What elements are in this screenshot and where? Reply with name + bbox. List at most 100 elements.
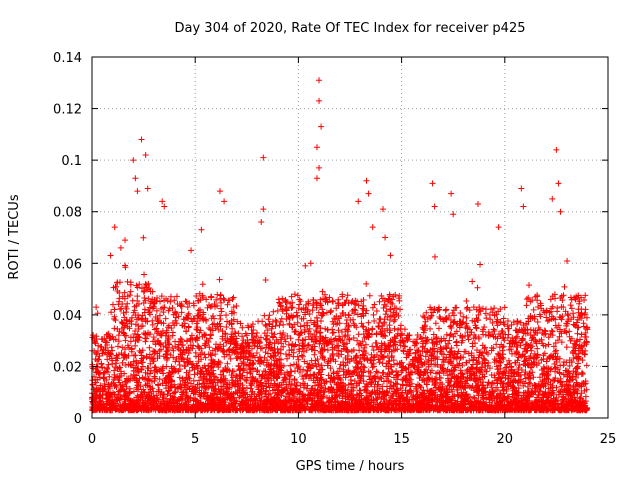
data-point (112, 402, 119, 409)
data-point (140, 288, 147, 295)
data-point (133, 282, 140, 289)
data-point (291, 291, 298, 298)
data-point (280, 343, 287, 350)
data-point (310, 296, 317, 303)
data-point (107, 334, 114, 341)
data-point (244, 356, 251, 363)
data-point (168, 325, 175, 332)
data-point (366, 292, 373, 299)
data-point (292, 368, 299, 375)
data-point (220, 295, 227, 302)
data-point (104, 331, 111, 338)
data-point (309, 307, 316, 314)
data-point (331, 389, 338, 396)
data-point (133, 379, 140, 386)
data-point (264, 327, 271, 334)
data-point (160, 364, 167, 371)
data-point (240, 358, 247, 365)
data-point (230, 304, 237, 311)
data-point (102, 339, 109, 346)
data-point (198, 345, 205, 352)
data-point (190, 377, 197, 384)
data-point (376, 298, 383, 305)
data-point (115, 388, 122, 395)
data-point (92, 356, 99, 363)
data-point (319, 288, 326, 295)
data-point (294, 389, 301, 396)
data-point (228, 331, 235, 338)
data-point (137, 357, 144, 364)
data-point (320, 310, 327, 317)
data-point (323, 309, 330, 316)
data-point (442, 307, 449, 314)
data-point (359, 323, 366, 330)
data-point (185, 310, 192, 317)
data-point (395, 326, 402, 333)
data-point (253, 368, 260, 375)
data-point (147, 370, 154, 377)
data-point (103, 376, 110, 383)
data-point (256, 371, 263, 378)
data-point (254, 384, 261, 391)
data-point (305, 375, 312, 382)
data-point (227, 355, 234, 362)
data-point (136, 281, 143, 288)
data-point (272, 323, 279, 330)
data-point (247, 379, 254, 386)
data-point (259, 382, 266, 389)
data-point (197, 306, 204, 313)
data-point (224, 360, 231, 367)
data-point (146, 344, 153, 351)
data-point (169, 329, 176, 336)
data-point (198, 356, 205, 363)
data-point (134, 401, 141, 408)
data-point (219, 399, 226, 406)
data-point (447, 323, 454, 330)
data-point (127, 288, 134, 295)
data-point (117, 368, 124, 375)
data-point (138, 315, 145, 322)
data-point (283, 393, 290, 400)
data-point (266, 321, 273, 328)
data-point (269, 406, 276, 413)
data-point (195, 312, 202, 319)
data-point (203, 393, 210, 400)
data-point (258, 386, 265, 393)
data-point (289, 324, 296, 331)
data-point (185, 323, 192, 330)
data-point (97, 398, 104, 405)
data-point (203, 296, 210, 303)
data-point (253, 349, 260, 356)
data-point (250, 359, 257, 366)
data-point (220, 387, 227, 394)
data-point (119, 320, 126, 327)
data-point (247, 370, 254, 377)
data-point (212, 351, 219, 358)
data-point (265, 374, 272, 381)
data-point (95, 370, 102, 377)
data-point (127, 373, 134, 380)
data-point (161, 297, 168, 304)
data-point (123, 383, 130, 390)
data-point (217, 377, 224, 384)
data-point (185, 406, 192, 413)
data-point (479, 305, 486, 312)
data-point (234, 383, 241, 390)
data-point (120, 329, 127, 336)
data-point (235, 330, 242, 337)
data-point (369, 325, 376, 332)
data-point (190, 300, 197, 307)
data-point (173, 320, 180, 327)
data-point (184, 314, 191, 321)
data-point (143, 335, 150, 342)
data-point (110, 389, 117, 396)
data-point (113, 405, 120, 412)
data-point (335, 342, 342, 349)
data-point (176, 374, 183, 381)
data-point (204, 405, 211, 412)
data-point (96, 392, 103, 399)
data-point (253, 378, 260, 385)
data-point (115, 332, 122, 339)
data-point (101, 383, 108, 390)
data-point (215, 364, 222, 371)
